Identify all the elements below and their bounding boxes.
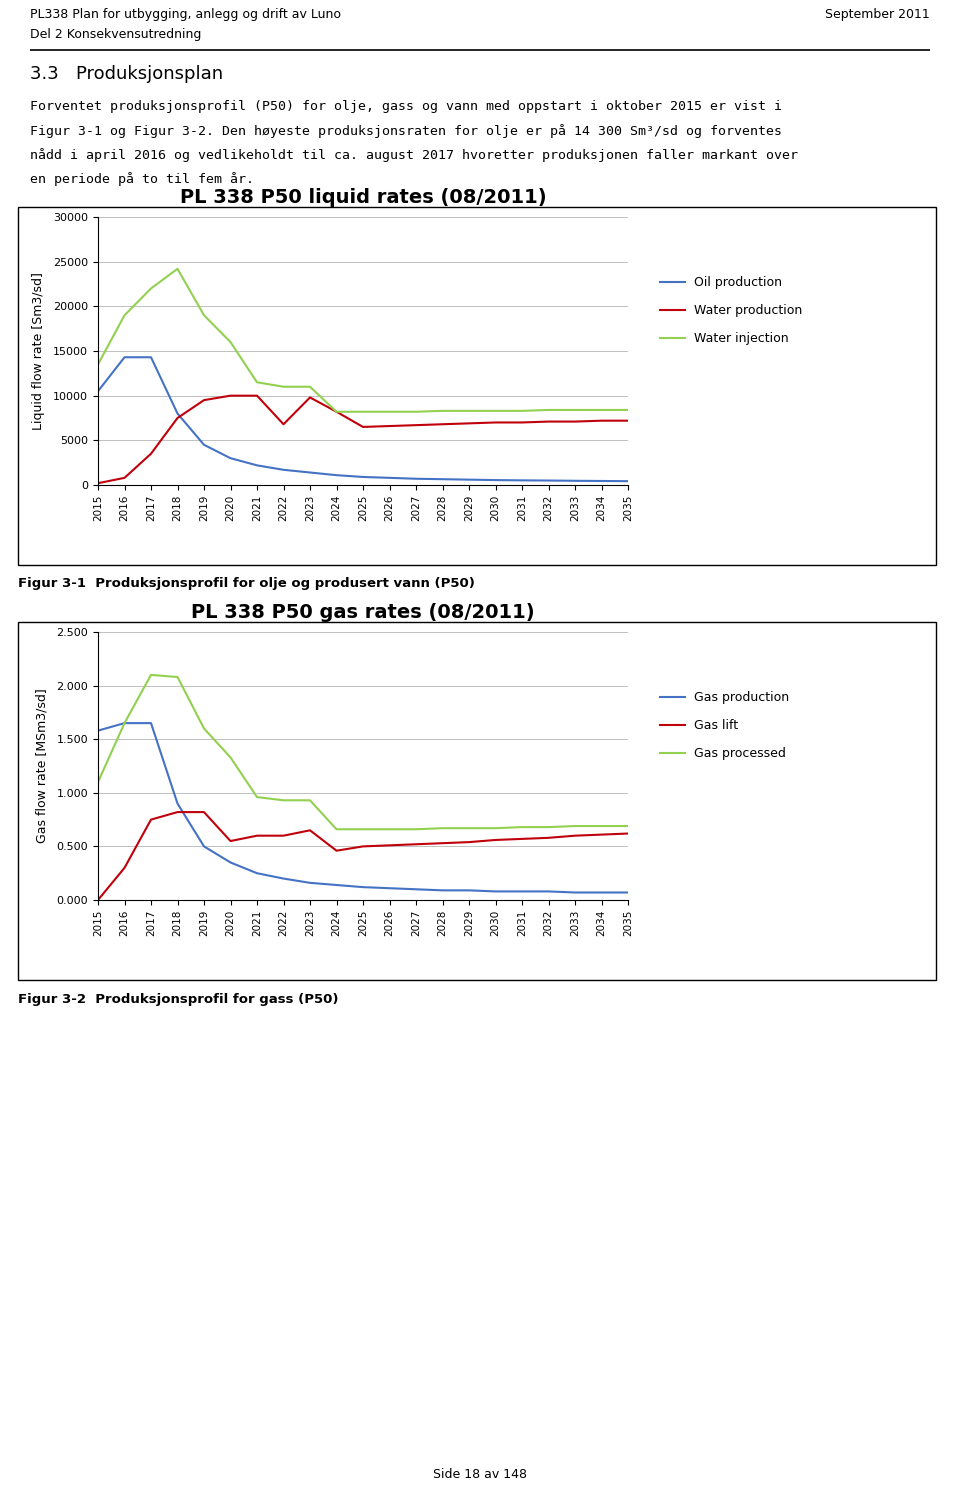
Legend: Gas production, Gas lift, Gas processed: Gas production, Gas lift, Gas processed (655, 686, 795, 765)
Title: PL 338 P50 liquid rates (08/2011): PL 338 P50 liquid rates (08/2011) (180, 189, 546, 207)
Text: Figur 3-1  Produksjonsprofil for olje og produsert vann (P50): Figur 3-1 Produksjonsprofil for olje og … (18, 578, 475, 590)
Text: 3.3   Produksjonsplan: 3.3 Produksjonsplan (30, 64, 223, 82)
Text: Figur 3-1 og Figur 3-2. Den høyeste produksjonsraten for olje er på 14 300 Sm³/s: Figur 3-1 og Figur 3-2. Den høyeste prod… (30, 124, 782, 138)
Text: en periode på to til fem år.: en periode på to til fem år. (30, 172, 254, 186)
Text: Forventet produksjonsprofil (P50) for olje, gass og vann med oppstart i oktober : Forventet produksjonsprofil (P50) for ol… (30, 100, 782, 112)
Y-axis label: Liquid flow rate [Sm3/sd]: Liquid flow rate [Sm3/sd] (32, 272, 45, 430)
Text: Side 18 av 148: Side 18 av 148 (433, 1469, 527, 1482)
Title: PL 338 P50 gas rates (08/2011): PL 338 P50 gas rates (08/2011) (191, 603, 535, 623)
Y-axis label: Gas flow rate [MSm3/sd]: Gas flow rate [MSm3/sd] (36, 689, 48, 843)
Text: PL338 Plan for utbygging, anlegg og drift av Luno: PL338 Plan for utbygging, anlegg og drif… (30, 7, 341, 21)
Legend: Oil production, Water production, Water injection: Oil production, Water production, Water … (655, 271, 807, 350)
Text: September 2011: September 2011 (826, 7, 930, 21)
Text: Del 2 Konsekvensutredning: Del 2 Konsekvensutredning (30, 28, 202, 40)
Text: nådd i april 2016 og vedlikeholdt til ca. august 2017 hvoretter produksjonen fal: nådd i april 2016 og vedlikeholdt til ca… (30, 148, 798, 162)
Text: Figur 3-2  Produksjonsprofil for gass (P50): Figur 3-2 Produksjonsprofil for gass (P5… (18, 993, 339, 1006)
